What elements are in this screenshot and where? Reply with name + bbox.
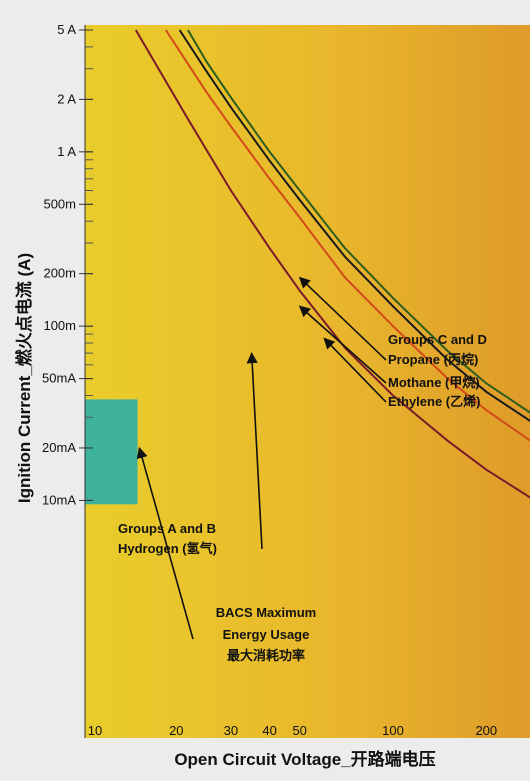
annotation-label: Ethylene (乙烯) [388, 394, 480, 409]
annotation-arrow [136, 446, 194, 640]
region-layer [85, 399, 138, 505]
y-axis-title: Ignition Current_燃火点电流 (A) [15, 252, 34, 504]
annotation-arrow [323, 337, 387, 403]
annotation-label: BACS Maximum [216, 605, 316, 620]
x-tick-label: 50 [292, 723, 306, 738]
y-tick-label: 1 A [57, 144, 76, 159]
y-tick-label: 2 A [57, 91, 76, 106]
annotation-label: Groups C and D [388, 332, 487, 347]
x-tick-label: 100 [382, 723, 404, 738]
y-tick-label: 50mA [42, 371, 76, 386]
x-axis-title: Open Circuit Voltage_开路端电压 [174, 750, 436, 769]
series-layer [134, 29, 530, 499]
annotation-label: Mothane (甲烷) [388, 375, 480, 390]
x-tick-label: 200 [475, 723, 497, 738]
series-line-groups-a-and-b [134, 29, 530, 499]
annotation-label: Propane (丙烷) [388, 352, 478, 367]
annotation-label: 最大消耗功率 [227, 648, 305, 663]
x-tick-label: 40 [262, 723, 276, 738]
x-tick-label: 10 [88, 723, 102, 738]
plot-background [85, 25, 530, 738]
axis-layer: 5 A 2 A 1 A 500m 200m 100m 50mA 20mA 10mA 10 20 30 4… [42, 22, 497, 738]
annotation-arrow [298, 276, 387, 361]
annotation-arrow [298, 305, 387, 384]
y-tick-label: 10mA [42, 492, 76, 507]
x-tick-label: 30 [224, 723, 238, 738]
series-line-ethylene [164, 29, 530, 442]
annotation-layer: Groups C and D Propane (丙烷) Mothane (甲烷) Et… [118, 276, 487, 663]
x-tick-label: 20 [169, 723, 183, 738]
y-tick-label: 5 A [57, 22, 76, 37]
y-tick-label: 500m [43, 196, 76, 211]
annotation-label: Groups A and B [118, 521, 216, 536]
annotation-arrow [246, 352, 263, 550]
series-line-mothane [178, 29, 530, 423]
annotation-label: Energy Usage [223, 627, 310, 642]
region-bacs-max-energy [85, 399, 138, 505]
y-tick-label: 20mA [42, 440, 76, 455]
y-tick-label: 100m [43, 318, 76, 333]
series-line-propane [187, 29, 530, 414]
y-tick-label: 200m [43, 266, 76, 281]
